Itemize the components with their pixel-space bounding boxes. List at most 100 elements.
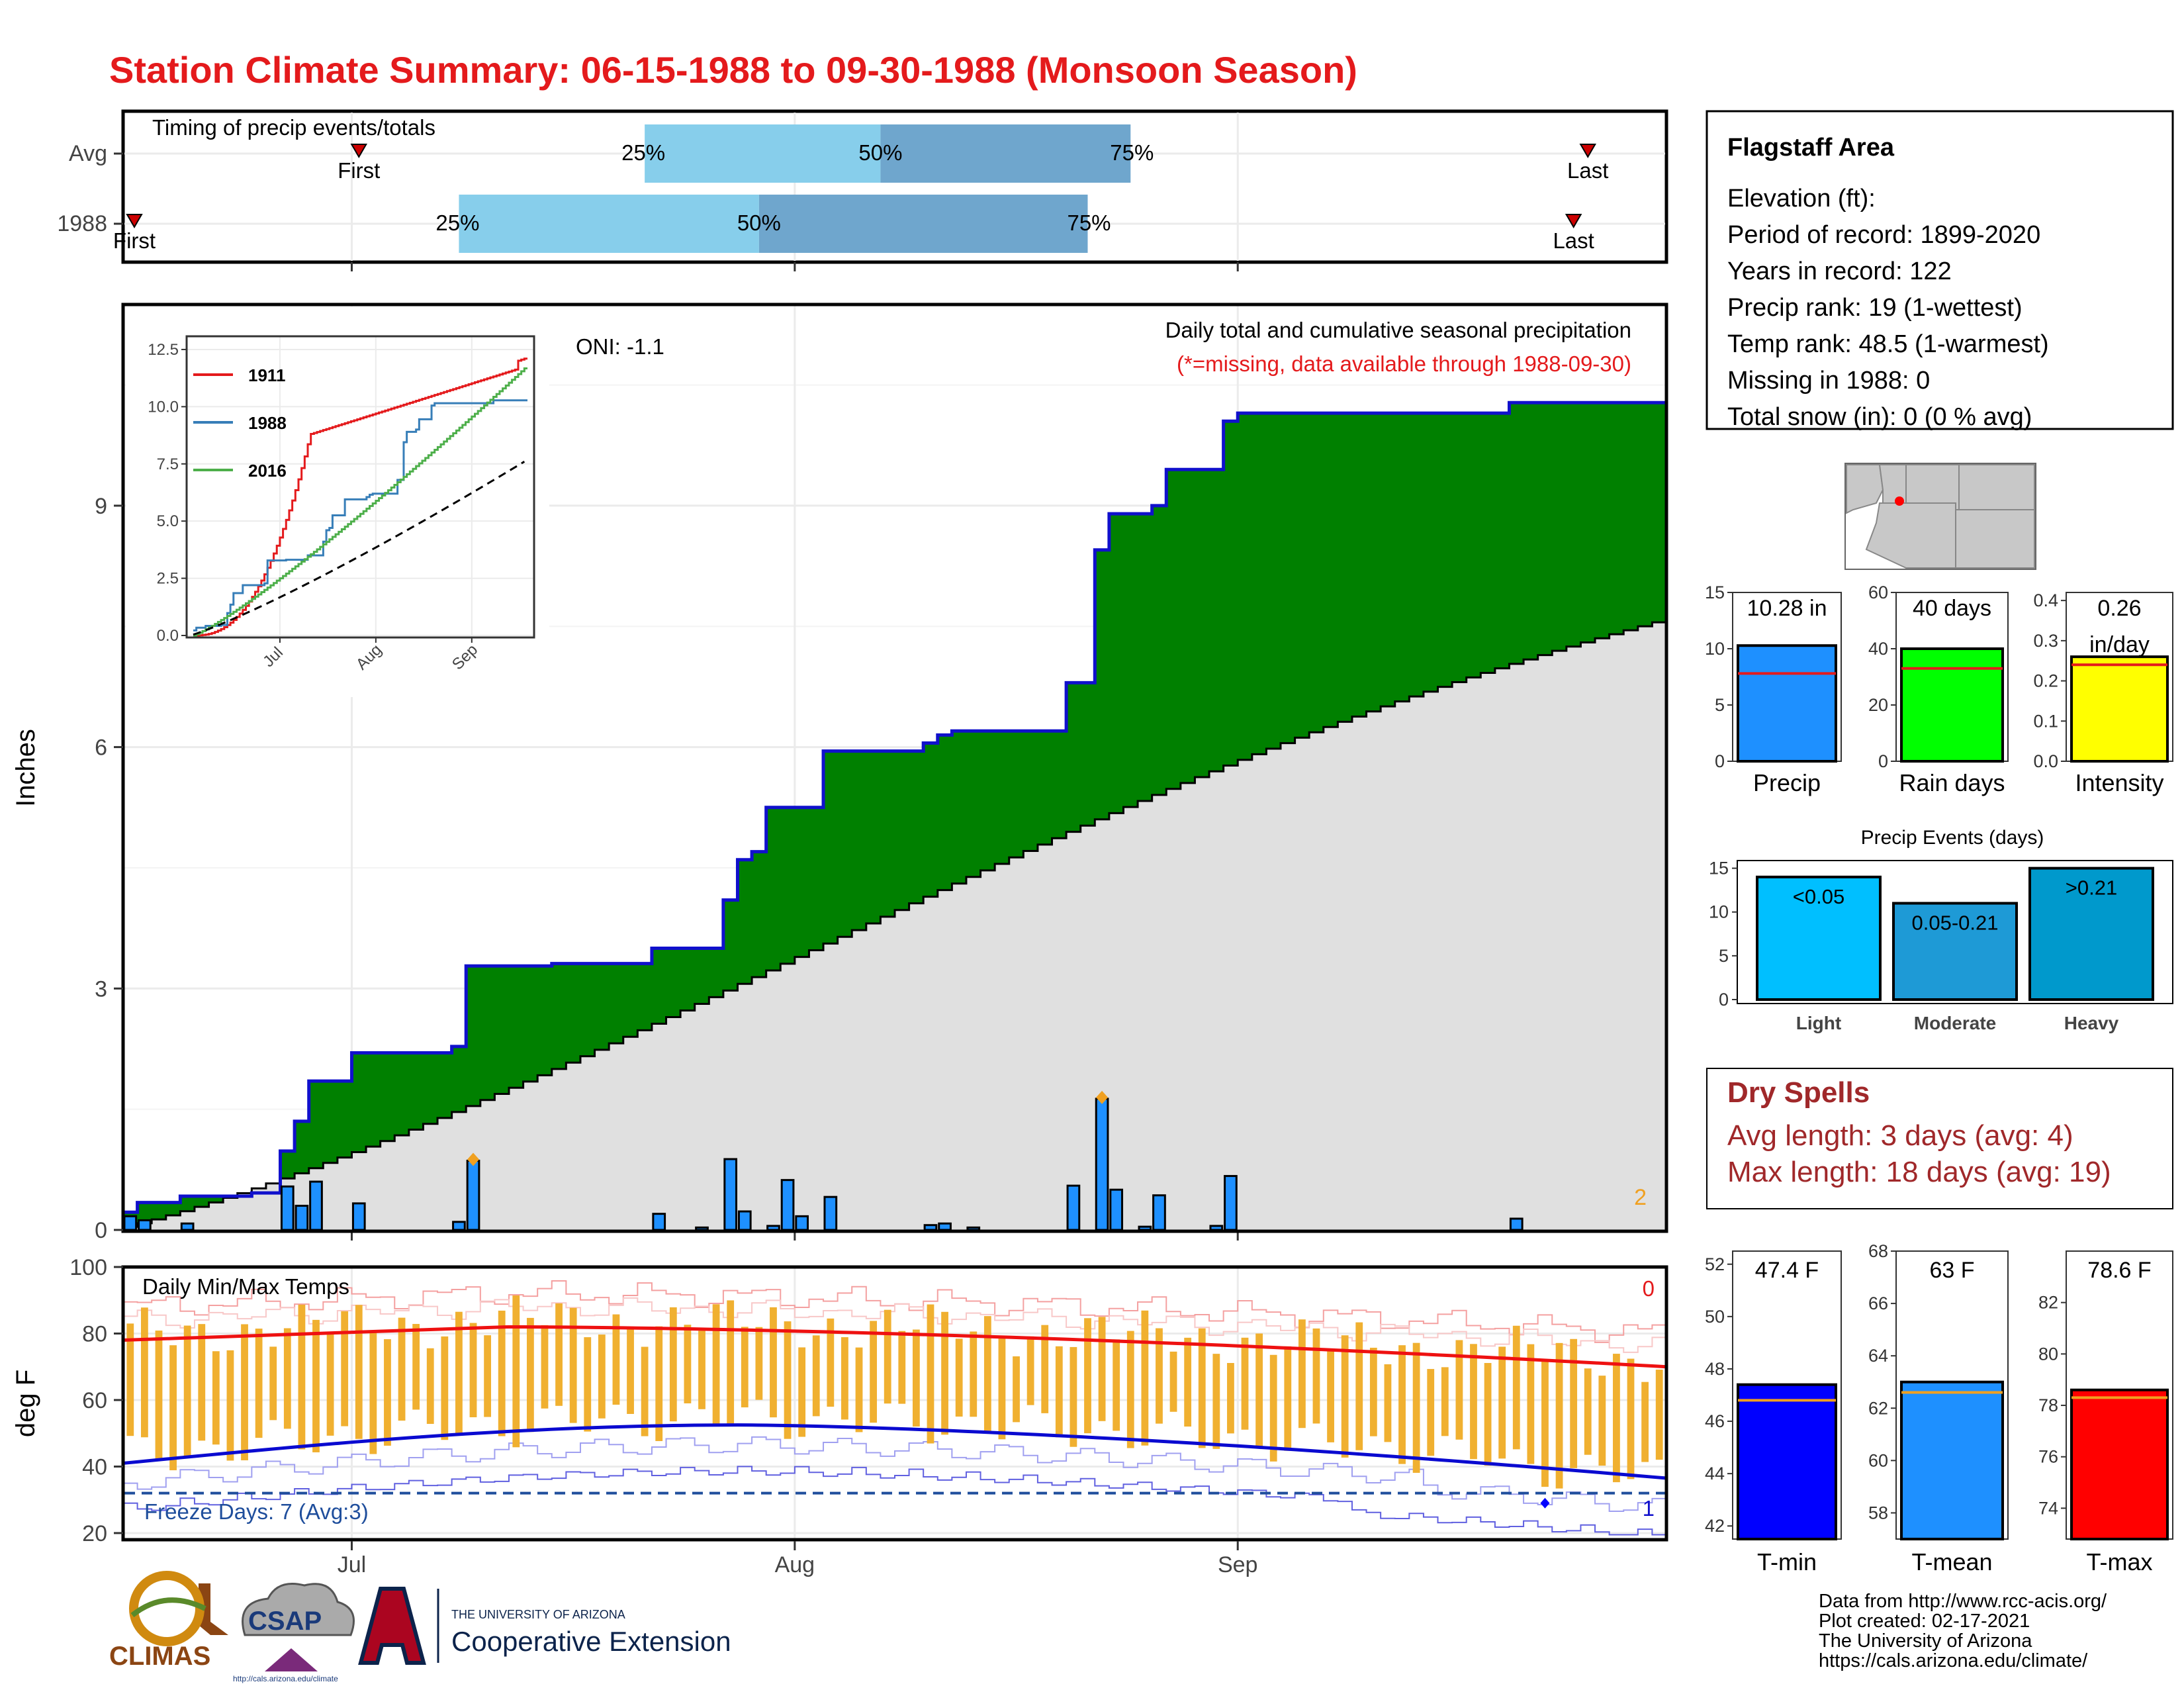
events-bar-heavy [2028, 867, 2154, 1002]
temp-daily-range-bar [326, 1333, 334, 1436]
temp-daily-range-bar [1641, 1382, 1649, 1462]
climas-logo: CLIMAS [109, 1571, 228, 1671]
inset-ytick-label-1: 2.5 [157, 570, 179, 588]
temp-daily-range-bar [526, 1317, 534, 1432]
temp-daily-range-bar [669, 1307, 677, 1422]
precip-cumulative-excess-area [123, 402, 1666, 1227]
precip-ytick-label-0: 0 [95, 1218, 107, 1243]
events-bar-label-light: <0.05 [1793, 885, 1844, 908]
summary-ytick-label-rain-days-2: 40 [1868, 639, 1888, 659]
temp-daily-range-bar [1484, 1363, 1492, 1466]
precip-daily-bar-08-30 [1209, 1225, 1224, 1231]
temp-bar-ytick-label-t-max-0: 74 [2038, 1498, 2058, 1518]
temp-daily-range-bar [598, 1335, 606, 1419]
precip-daily-bar-06-15 [123, 1215, 138, 1231]
precip-panel: 0 3 6 9 Inches Daily total and cumulative s… [11, 303, 1668, 1243]
credit-plot-created: Plot created: 02-17-2021 [1819, 1611, 2030, 1632]
temp-high-max-line [123, 1297, 1666, 1353]
temp-daily-range-bar [784, 1321, 792, 1439]
timing-bar-avg-q25-q50 [645, 124, 881, 183]
precip-daily-bar-06-16 [138, 1219, 152, 1231]
precip-events-panel: Precip Events (days) 0 5 10 15 <0.05 Light 0.0… [1709, 827, 2173, 1033]
timing-marker-avg-first [350, 144, 368, 158]
summary-value-label-precip: 10.28 in [1747, 596, 1827, 621]
precip-daily-bar-07-31 [780, 1179, 795, 1231]
station-missing: Missing in 1988: 0 [1727, 367, 1930, 395]
temp-daily-range-bar [1069, 1346, 1077, 1447]
station-name: Flagstaff Area [1727, 134, 1895, 162]
temp-daily-range-bar [441, 1336, 449, 1440]
temp-daily-range-bar [1212, 1354, 1220, 1449]
temp-daily-range-bar [1312, 1328, 1320, 1424]
precip-corner-count: 2 [1634, 1185, 1647, 1210]
temp-daily-range-bar [798, 1347, 806, 1437]
temp-daily-range-bar [1084, 1318, 1091, 1434]
temp-bar-ytick-label-t-mean-5: 68 [1868, 1241, 1888, 1261]
timing-marker-avg-last [1579, 144, 1596, 158]
timing-row-label-avg: Avg [69, 141, 107, 166]
inset-series-1988 [193, 399, 527, 632]
temp-ytick-label-20: 20 [82, 1521, 107, 1546]
station-period: Period of record: 1899-2020 [1727, 221, 2040, 249]
temp-daily-range-bar [1441, 1367, 1449, 1436]
temp-daily-range-bar [655, 1326, 663, 1441]
summary-ytick-label-intensity-4: 0.4 [2033, 590, 2058, 610]
timing-marker-label-avg-first: First [338, 158, 380, 183]
inset-ytick-label-2: 5.0 [157, 512, 179, 530]
temp-daily-range-bar [1598, 1376, 1606, 1466]
temp-daily-range-bar [1613, 1354, 1620, 1483]
temp-daily-range-bar [1455, 1340, 1463, 1440]
summary-ytick-label-precip-1: 5 [1715, 695, 1725, 715]
csap-logo-url: http://cals.arizona.edu/climate [233, 1674, 338, 1683]
temp-bar-ytick-label-t-mean-1: 60 [1868, 1450, 1888, 1470]
timing-bar-1988-q25-q50 [459, 195, 759, 253]
precip-daily-bar-06-26 [280, 1185, 295, 1231]
inset-average-line [193, 461, 525, 636]
events-ytick-label-2: 10 [1709, 902, 1729, 922]
climas-logo-text: CLIMAS [109, 1642, 210, 1671]
events-bar-light [1756, 875, 1882, 1002]
temp-daily-range-bar [1369, 1347, 1377, 1436]
temp-daily-range-bar [569, 1307, 577, 1423]
temp-daily-range-bar [1241, 1337, 1249, 1430]
summary-bar-rain-days [1900, 647, 2004, 763]
timing-label-1988-25: 25% [435, 211, 479, 235]
temp-ytick-label-40: 40 [82, 1454, 107, 1479]
precip-daily-bar-09-20 [1509, 1217, 1524, 1231]
credits: Data from http://www.rcc-acis.org/ Plot … [1819, 1591, 2107, 1671]
locator-map [1844, 463, 2036, 570]
temp-bar-ytick-label-t-max-1: 76 [2038, 1447, 2058, 1467]
precip-annotation-title: Daily total and cumulative seasonal prec… [1165, 318, 1631, 342]
temp-min-count: 1 [1643, 1496, 1655, 1521]
temp-daily-range-bar [1555, 1342, 1563, 1489]
precip-daily-bar-07-01 [351, 1202, 366, 1231]
ua-logo-a-mark [358, 1587, 426, 1665]
chart-title: Station Climate Summary: 06-15-1988 to 0… [109, 49, 1357, 91]
precip-events-title: Precip Events (days) [1861, 827, 2044, 849]
summary-ytick-label-rain-days-0: 0 [1878, 751, 1888, 771]
temp-daily-range-bar [1298, 1319, 1306, 1429]
ua-logo-cooperative-extension: Cooperative Extension [451, 1626, 731, 1657]
temp-daily-range-bar [741, 1327, 749, 1408]
temp-daily-range-bar [1113, 1339, 1120, 1431]
summary-ytick-label-precip-3: 15 [1705, 583, 1725, 602]
temp-daily-range-bar [1527, 1344, 1535, 1464]
dry-spells-box: Dry Spells Avg length: 3 days (avg: 4) M… [1706, 1068, 2173, 1209]
precip-daily-bar-08-13 [966, 1226, 981, 1231]
timing-bar-avg-q50-q75 [880, 124, 1131, 183]
temp-daily-range-bar [1026, 1336, 1034, 1405]
temp-daily-range-bar [627, 1328, 634, 1414]
temp-daily-range-bar [298, 1304, 306, 1450]
temp-daily-range-bar [140, 1307, 148, 1438]
inset-series-2016 [193, 367, 527, 637]
temp-bar-t-mean [1900, 1380, 2004, 1541]
timing-marker-label-1988-last: Last [1553, 228, 1594, 253]
temp-daily-range-bar [1269, 1354, 1277, 1462]
temp-record-min-line [123, 1466, 1666, 1536]
precip-daily-bar-08-26 [1152, 1194, 1166, 1231]
date-xtick-label-0: Jul [338, 1552, 366, 1577]
temp-daily-range-bar [712, 1304, 720, 1426]
temp-bar-ytick-label-t-max-2: 78 [2038, 1395, 2058, 1415]
summary-value-unit-intensity: in/day [2089, 632, 2150, 657]
temp-bar-ytick-label-t-max-3: 80 [2038, 1344, 2058, 1364]
